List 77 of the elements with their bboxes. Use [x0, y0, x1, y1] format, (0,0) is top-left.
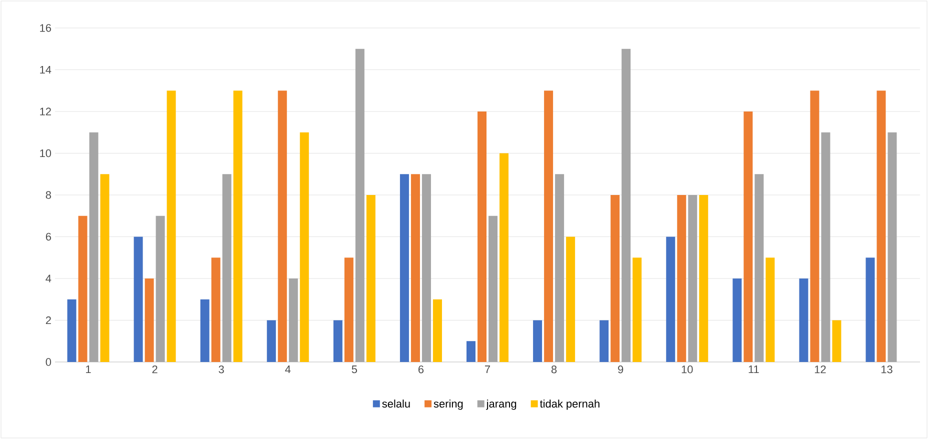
bar	[478, 111, 487, 362]
bar	[533, 320, 542, 362]
bar	[832, 320, 842, 362]
bar	[622, 48, 631, 362]
bar	[632, 258, 642, 362]
bar	[699, 194, 708, 362]
y-tick-label: 16	[40, 24, 52, 32]
x-tick-label: 1	[86, 366, 91, 374]
bar	[488, 216, 498, 362]
x-tick-label: 13	[881, 366, 892, 374]
y-tick-label: 10	[40, 149, 52, 158]
bar	[766, 258, 775, 362]
bar	[500, 153, 509, 362]
bar	[555, 174, 564, 362]
legend-label: tidak pernah	[540, 400, 600, 410]
bar	[400, 174, 409, 362]
x-tick-label: 6	[418, 366, 424, 374]
x-tick-label: 9	[618, 366, 624, 374]
bar	[200, 299, 210, 362]
bar	[288, 278, 298, 362]
y-tick-label: 0	[46, 358, 52, 366]
bar	[600, 320, 609, 362]
bar	[166, 90, 176, 362]
bar	[754, 174, 764, 362]
bar	[300, 132, 309, 362]
x-tick-label: 10	[682, 366, 693, 374]
x-tick-label: 11	[748, 366, 759, 374]
bar	[688, 194, 698, 362]
y-tick-label: 14	[40, 66, 52, 74]
bar	[566, 236, 576, 362]
y-tick-label: 12	[40, 108, 51, 116]
bar	[144, 278, 154, 362]
bar	[78, 216, 88, 362]
bar	[799, 278, 808, 362]
bar	[67, 299, 76, 362]
x-tick-label: 3	[218, 366, 224, 374]
bar	[211, 258, 220, 362]
bar	[432, 299, 442, 362]
x-tick-label: 2	[152, 366, 158, 374]
bar	[888, 132, 897, 362]
bar	[677, 194, 686, 362]
legend-label: sering	[434, 400, 463, 410]
x-tick-label: 4	[285, 366, 291, 374]
x-tick-label: 7	[485, 366, 490, 374]
y-tick-label: 8	[46, 191, 52, 199]
bar	[156, 216, 165, 362]
bar	[866, 258, 875, 362]
bar	[732, 278, 742, 362]
bar	[222, 174, 232, 362]
legend-label: jarang	[486, 400, 516, 410]
bar	[344, 258, 354, 362]
bar	[876, 90, 886, 362]
x-tick-label: 8	[551, 366, 557, 374]
bar	[134, 236, 143, 362]
bar	[266, 320, 276, 362]
bar	[422, 174, 431, 362]
x-tick-label: 5	[352, 366, 358, 374]
bar	[544, 90, 554, 362]
legend-label: selalu	[382, 400, 410, 408]
bar	[821, 132, 830, 362]
bar	[233, 90, 242, 362]
bar	[666, 236, 676, 362]
bar	[100, 174, 110, 362]
bar	[355, 48, 364, 362]
bar	[810, 90, 820, 362]
bar	[89, 132, 98, 362]
bar	[278, 90, 287, 362]
bar	[333, 320, 342, 362]
y-tick-label: 2	[46, 316, 51, 324]
bar	[610, 194, 620, 362]
x-tick-label: 12	[814, 366, 826, 374]
y-tick-label: 6	[46, 232, 52, 241]
bar	[410, 174, 420, 362]
bar	[366, 194, 376, 362]
bar	[744, 111, 753, 362]
y-tick-label: 4	[46, 274, 52, 282]
bar	[466, 341, 476, 362]
